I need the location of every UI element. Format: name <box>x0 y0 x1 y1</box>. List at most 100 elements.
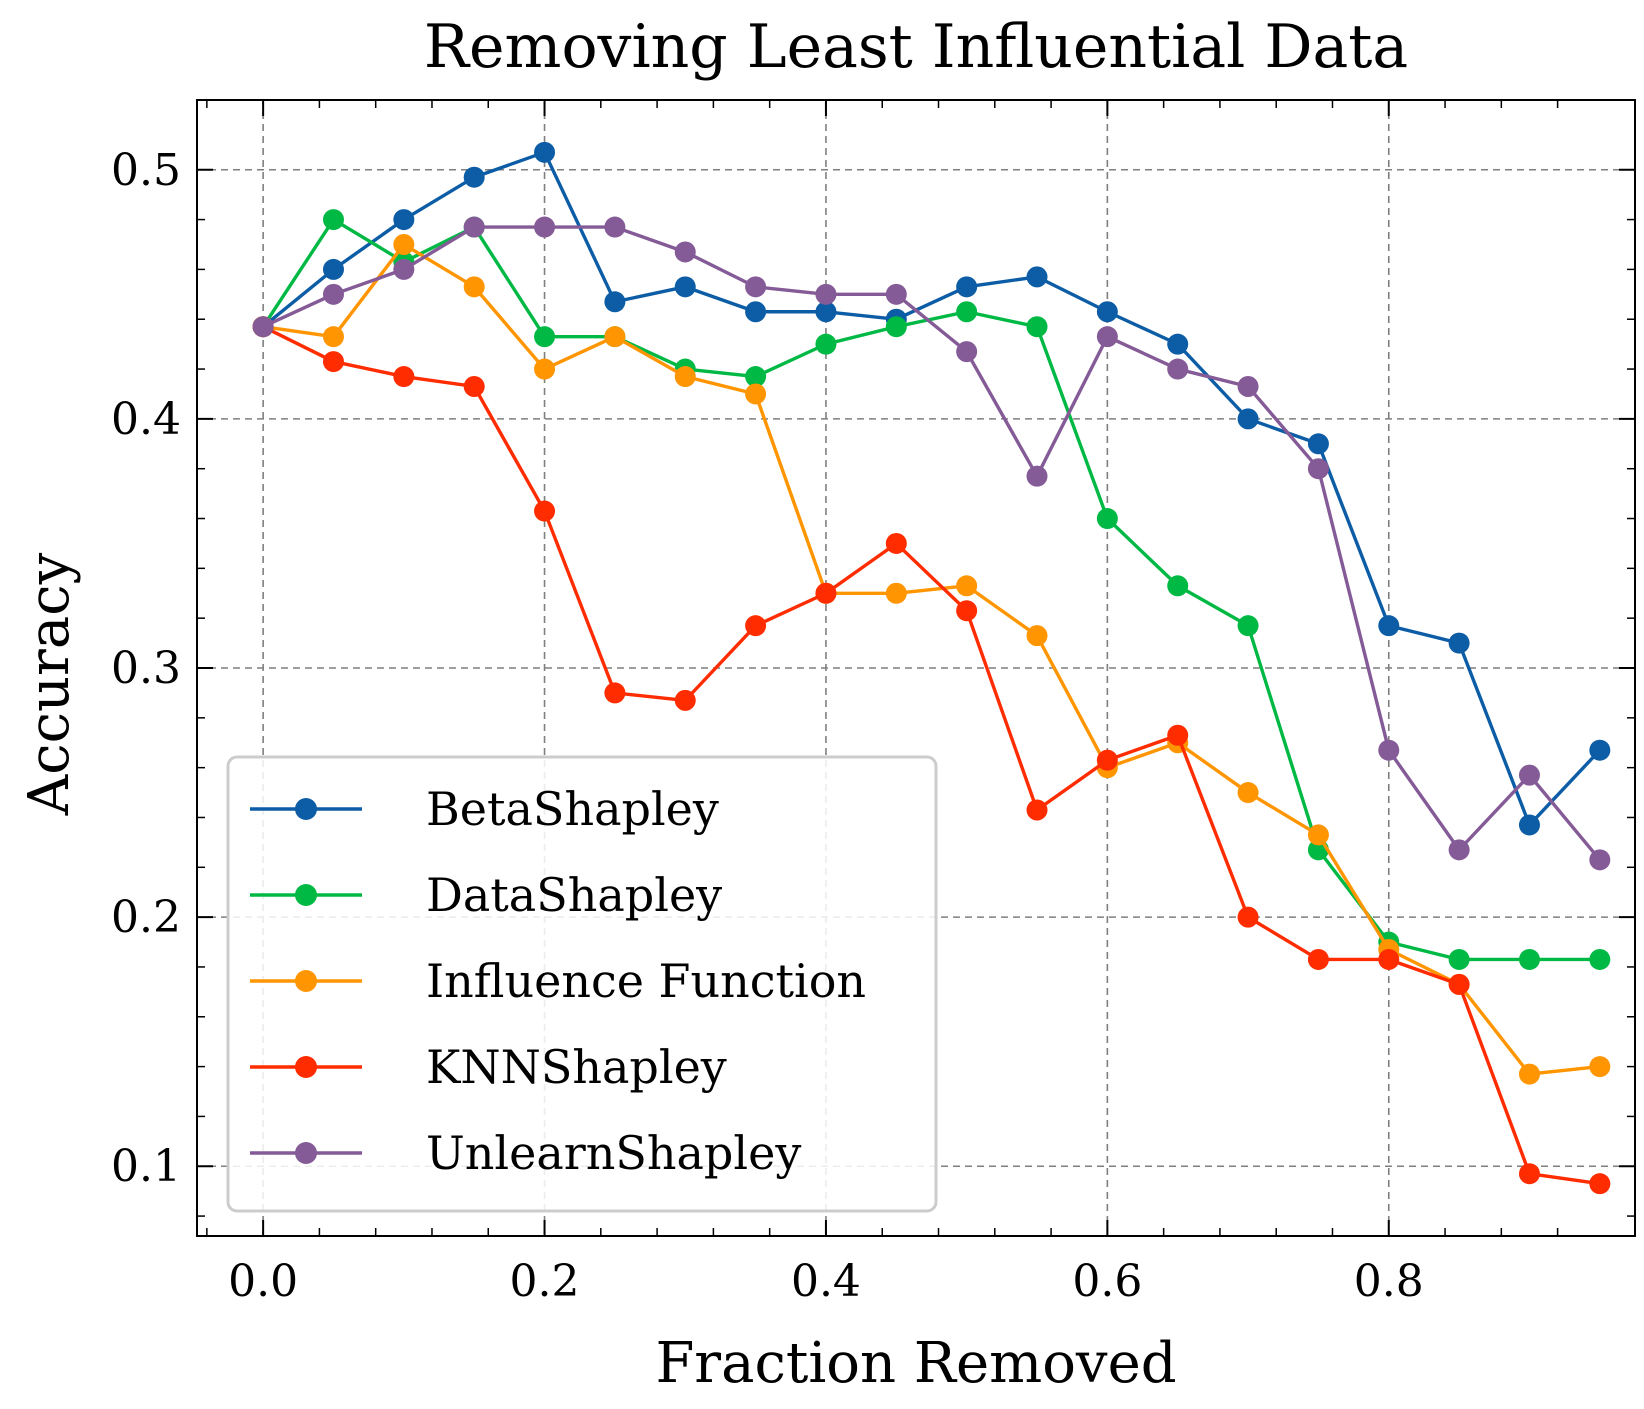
data-point <box>1589 849 1611 871</box>
data-point <box>463 375 485 397</box>
data-point <box>956 276 978 298</box>
data-point <box>1378 615 1400 637</box>
axis-ticks <box>197 100 1635 1236</box>
data-point <box>393 366 415 388</box>
data-point <box>463 216 485 238</box>
data-point <box>745 383 767 405</box>
chart-title: Removing Least Influential Data <box>424 12 1408 82</box>
data-point <box>745 615 767 637</box>
data-point <box>1026 316 1048 338</box>
data-point <box>1167 358 1189 380</box>
data-point <box>1448 973 1470 995</box>
legend-label: KNNShapley <box>426 1040 727 1094</box>
data-point <box>1589 739 1611 761</box>
legend-item: KNNShapley <box>250 1040 727 1094</box>
data-point <box>322 258 344 280</box>
data-point <box>1237 408 1259 430</box>
x-tick-label: 0.0 <box>228 1256 298 1307</box>
data-point <box>815 283 837 305</box>
x-tick-label: 0.6 <box>1072 1256 1142 1307</box>
legend-marker <box>295 798 317 820</box>
data-point <box>604 682 626 704</box>
data-point <box>1518 948 1540 970</box>
data-point <box>745 366 767 388</box>
data-point <box>1237 782 1259 804</box>
data-point <box>674 689 696 711</box>
y-tick-label: 0.5 <box>111 145 181 196</box>
data-point <box>956 600 978 622</box>
series-line <box>262 325 1601 1186</box>
data-point <box>1518 1163 1540 1185</box>
data-point <box>1307 433 1329 455</box>
grid-lines <box>197 100 1635 1236</box>
series-line <box>262 242 1601 1076</box>
data-point <box>1307 824 1329 846</box>
data-point <box>1096 301 1118 323</box>
legend-marker <box>295 1056 317 1078</box>
data-point <box>815 301 837 323</box>
data-point <box>1026 465 1048 487</box>
data-point <box>534 500 556 522</box>
data-point <box>1167 575 1189 597</box>
data-point <box>885 532 907 554</box>
x-axis-label: Fraction Removed <box>655 1331 1176 1396</box>
data-point <box>1518 764 1540 786</box>
data-point <box>1448 632 1470 654</box>
legend-item: Influence Function <box>250 954 866 1008</box>
legend-label: DataShapley <box>426 868 722 922</box>
data-point <box>1026 799 1048 821</box>
data-point <box>674 276 696 298</box>
data-point <box>1096 508 1118 530</box>
series-knnshapley <box>252 316 1611 1195</box>
data-point <box>1237 615 1259 637</box>
series-line <box>261 217 1600 962</box>
data-point <box>674 366 696 388</box>
data-point <box>1589 1056 1611 1078</box>
legend-marker <box>295 884 317 906</box>
data-point <box>322 326 344 348</box>
series-layer <box>252 141 1611 1195</box>
data-point <box>1237 906 1259 928</box>
data-point <box>534 358 556 380</box>
data-point <box>956 575 978 597</box>
data-point <box>1518 814 1540 836</box>
data-point <box>463 166 485 188</box>
legend-item: DataShapley <box>250 868 722 922</box>
data-point <box>1307 948 1329 970</box>
data-point <box>1167 333 1189 355</box>
legend-label: Influence Function <box>426 954 866 1008</box>
data-point <box>463 276 485 298</box>
data-point <box>1096 749 1118 771</box>
data-point <box>1237 375 1259 397</box>
data-point <box>745 276 767 298</box>
x-tick-labels: 0.0 0.2 0.4 0.6 0.8 <box>228 1256 1424 1307</box>
data-point <box>1378 948 1400 970</box>
data-point <box>815 333 837 355</box>
data-point <box>815 582 837 604</box>
data-point <box>1026 266 1048 288</box>
data-point <box>1448 948 1470 970</box>
x-tick-label: 0.4 <box>791 1256 861 1307</box>
data-point <box>322 209 344 231</box>
y-axis-label: Accuracy <box>17 552 82 816</box>
series-line <box>262 150 1602 827</box>
y-tick-labels: 0.1 0.2 0.3 0.4 0.5 <box>111 145 181 1192</box>
data-point <box>534 141 556 163</box>
x-tick-label: 0.8 <box>1354 1256 1424 1307</box>
data-point <box>885 582 907 604</box>
x-tick-label: 0.2 <box>510 1256 580 1307</box>
data-point <box>322 283 344 305</box>
data-point <box>1448 839 1470 861</box>
y-tick-label: 0.4 <box>111 394 181 445</box>
legend-item: UnlearnShapley <box>250 1126 801 1180</box>
legend-label: UnlearnShapley <box>426 1126 801 1180</box>
legend-label: BetaShapley <box>426 782 719 836</box>
data-point <box>885 316 907 338</box>
legend: BetaShapley DataShapley Influence Function… <box>226 755 938 1213</box>
data-point <box>885 283 907 305</box>
data-point <box>604 291 626 313</box>
series-line <box>262 225 1602 861</box>
data-point <box>534 216 556 238</box>
data-point <box>322 351 344 373</box>
legend-item: BetaShapley <box>250 782 719 836</box>
